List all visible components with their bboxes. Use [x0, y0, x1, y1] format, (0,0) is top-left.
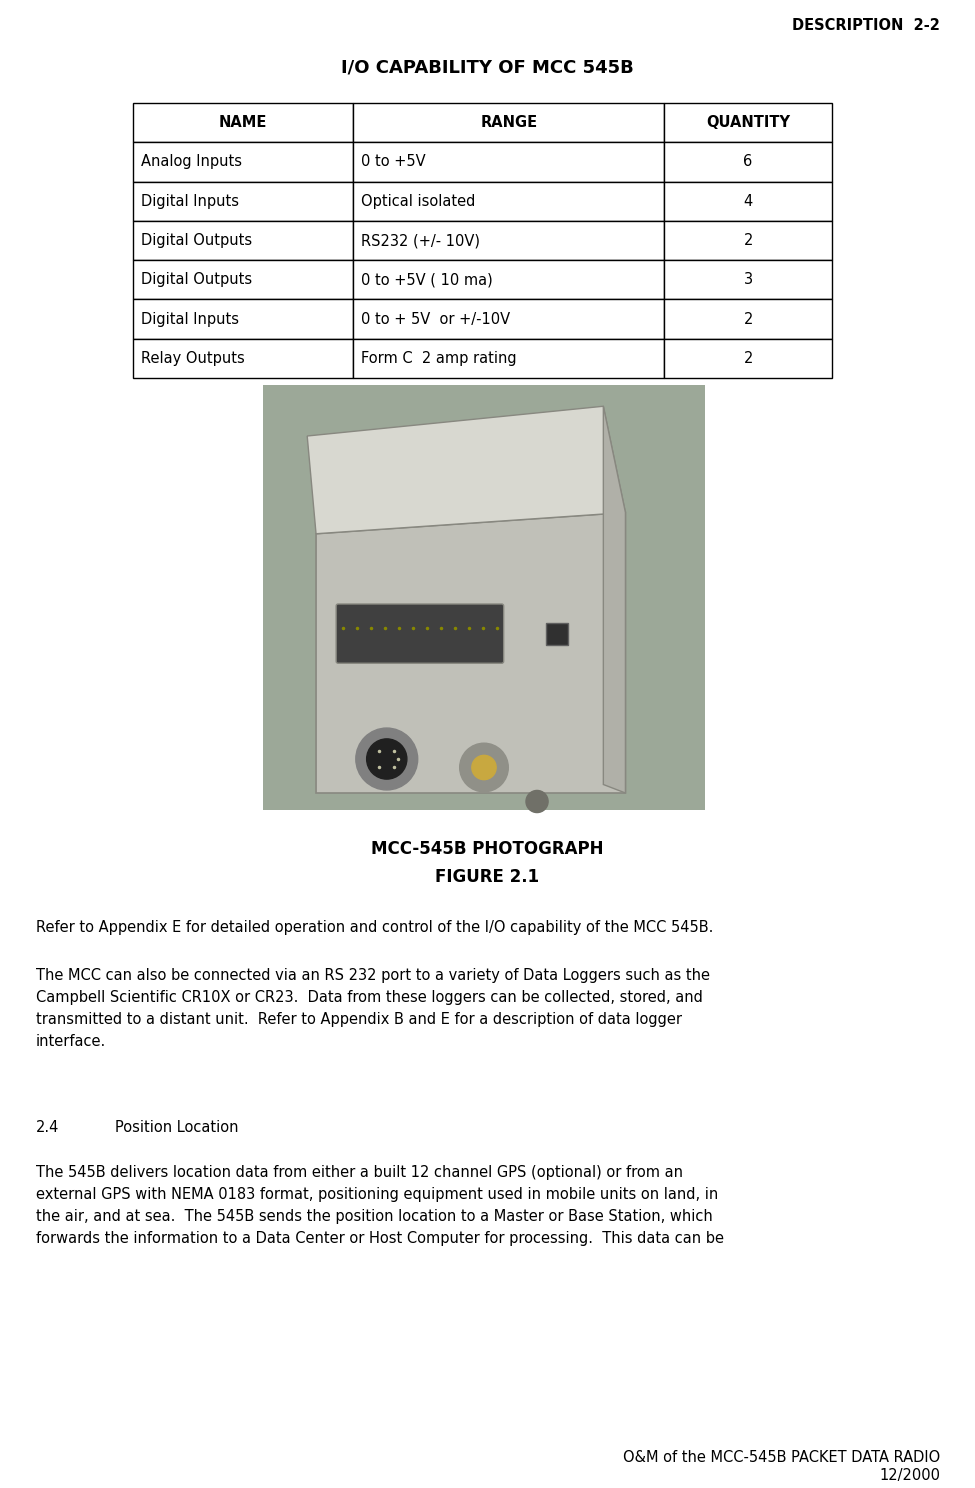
Text: Digital Inputs: Digital Inputs	[141, 193, 239, 208]
Circle shape	[356, 728, 417, 790]
Bar	[353, 260, 664, 299]
Polygon shape	[604, 406, 625, 793]
Bar	[353, 182, 664, 220]
Text: DESCRIPTION  2-2: DESCRIPTION 2-2	[792, 18, 940, 33]
Polygon shape	[316, 512, 625, 793]
Circle shape	[526, 790, 548, 812]
Text: 12/2000: 12/2000	[879, 1469, 940, 1484]
Bar	[353, 103, 664, 143]
Bar	[664, 220, 832, 260]
Bar	[133, 103, 353, 143]
Bar	[133, 182, 353, 220]
Text: QUANTITY: QUANTITY	[706, 115, 790, 129]
Circle shape	[472, 756, 496, 780]
Text: the air, and at sea.  The 545B sends the position location to a Master or Base S: the air, and at sea. The 545B sends the …	[36, 1208, 713, 1225]
Bar	[664, 182, 832, 220]
Text: FIGURE 2.1: FIGURE 2.1	[435, 868, 539, 885]
Text: I/O CAPABILITY OF MCC 545B: I/O CAPABILITY OF MCC 545B	[340, 58, 634, 76]
Text: interface.: interface.	[36, 1034, 106, 1049]
Text: 2: 2	[743, 351, 753, 366]
Text: MCC-545B PHOTOGRAPH: MCC-545B PHOTOGRAPH	[370, 841, 604, 859]
Bar	[664, 103, 832, 143]
Text: Relay Outputs: Relay Outputs	[141, 351, 245, 366]
Text: 2: 2	[743, 234, 753, 248]
Text: 0 to + 5V  or +/-10V: 0 to + 5V or +/-10V	[361, 311, 510, 326]
Text: 0 to +5V: 0 to +5V	[361, 155, 426, 170]
Text: RANGE: RANGE	[480, 115, 537, 129]
Text: forwards the information to a Data Center or Host Computer for processing.  This: forwards the information to a Data Cente…	[36, 1231, 724, 1245]
Text: Campbell Scientific CR10X or CR23.  Data from these loggers can be collected, st: Campbell Scientific CR10X or CR23. Data …	[36, 990, 703, 1004]
Text: Digital Inputs: Digital Inputs	[141, 311, 239, 326]
Text: The MCC can also be connected via an RS 232 port to a variety of Data Loggers su: The MCC can also be connected via an RS …	[36, 969, 710, 984]
Text: Refer to Appendix E for detailed operation and control of the I/O capability of : Refer to Appendix E for detailed operati…	[36, 920, 714, 934]
Text: Form C  2 amp rating: Form C 2 amp rating	[361, 351, 517, 366]
Bar	[133, 143, 353, 182]
Bar	[353, 220, 664, 260]
Text: 2.4: 2.4	[36, 1120, 59, 1135]
Text: Analog Inputs: Analog Inputs	[141, 155, 242, 170]
Bar	[133, 339, 353, 378]
Text: 2: 2	[743, 311, 753, 326]
Text: transmitted to a distant unit.  Refer to Appendix B and E for a description of d: transmitted to a distant unit. Refer to …	[36, 1012, 682, 1027]
Text: Optical isolated: Optical isolated	[361, 193, 476, 208]
Text: Position Location: Position Location	[115, 1120, 239, 1135]
Text: 0 to +5V ( 10 ma): 0 to +5V ( 10 ma)	[361, 272, 493, 287]
Text: O&M of the MCC-545B PACKET DATA RADIO: O&M of the MCC-545B PACKET DATA RADIO	[623, 1449, 940, 1466]
Text: 4: 4	[744, 193, 753, 208]
Bar	[133, 260, 353, 299]
Text: Digital Outputs: Digital Outputs	[141, 272, 253, 287]
Circle shape	[367, 740, 407, 780]
Text: 6: 6	[744, 155, 753, 170]
Bar	[263, 385, 705, 809]
Text: RS232 (+/- 10V): RS232 (+/- 10V)	[361, 234, 480, 248]
Bar	[353, 339, 664, 378]
Text: external GPS with NEMA 0183 format, positioning equipment used in mobile units o: external GPS with NEMA 0183 format, posi…	[36, 1187, 719, 1202]
Bar	[664, 143, 832, 182]
Bar	[664, 339, 832, 378]
Bar	[353, 143, 664, 182]
Bar	[546, 623, 568, 646]
Bar	[664, 299, 832, 339]
Bar	[133, 220, 353, 260]
Bar	[664, 260, 832, 299]
Polygon shape	[307, 406, 625, 534]
Text: 3: 3	[744, 272, 753, 287]
Text: NAME: NAME	[219, 115, 267, 129]
Text: The 545B delivers location data from either a built 12 channel GPS (optional) or: The 545B delivers location data from eit…	[36, 1165, 683, 1180]
Bar	[353, 299, 664, 339]
Circle shape	[459, 743, 508, 792]
Text: Digital Outputs: Digital Outputs	[141, 234, 253, 248]
FancyBboxPatch shape	[336, 604, 504, 664]
Bar	[133, 299, 353, 339]
